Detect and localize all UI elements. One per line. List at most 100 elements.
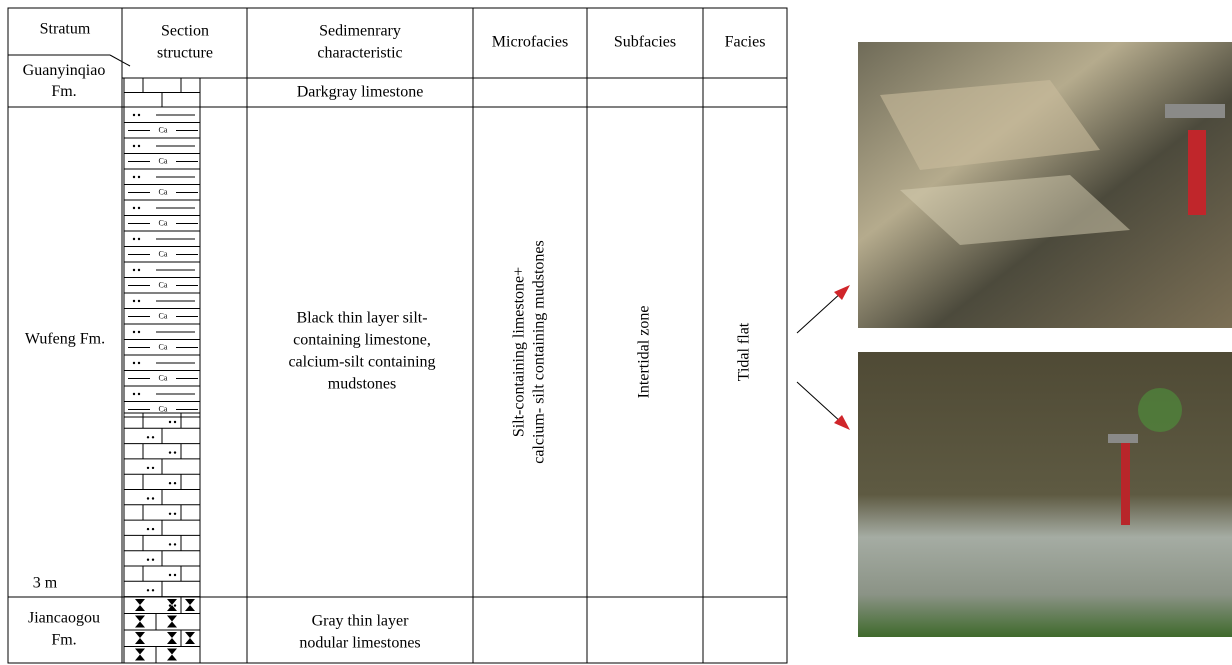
pattern-nodule xyxy=(135,599,145,611)
pattern-dot xyxy=(132,330,136,334)
stratum-cell: Wufeng Fm. xyxy=(25,331,105,348)
sedimentary-cell: containing limestone, xyxy=(293,332,431,349)
pattern-dot xyxy=(168,573,172,577)
pattern-label: Ca xyxy=(159,280,168,289)
hammer xyxy=(1165,104,1225,118)
pattern-dot xyxy=(132,113,136,117)
pattern-label: Ca xyxy=(159,218,168,227)
photo-top xyxy=(858,42,1232,328)
header-cell: Microfacies xyxy=(492,34,568,51)
pattern-dot xyxy=(173,420,177,424)
arrows xyxy=(796,285,850,430)
header-cell: Sedimenrary xyxy=(319,23,401,40)
pattern-dot xyxy=(146,436,150,439)
pattern-dot xyxy=(132,299,136,303)
pattern-dot xyxy=(137,237,141,241)
pattern-dot xyxy=(132,237,136,241)
pattern-dot xyxy=(137,361,141,365)
pattern-dot xyxy=(132,392,136,396)
pattern-dot xyxy=(146,527,150,531)
stratum-cell: Guanyinqiao xyxy=(23,62,106,79)
pattern-dot xyxy=(173,604,177,607)
pattern-dot xyxy=(168,512,172,515)
pattern-dot xyxy=(173,512,177,515)
pattern-dot xyxy=(137,392,141,396)
rotated-cell: Intertidal zone xyxy=(636,306,653,399)
pattern-nodule xyxy=(167,599,177,611)
rock xyxy=(880,80,1100,170)
section-pattern: Ca Ca Ca Ca Ca Ca Ca Ca Ca Ca xyxy=(124,77,200,663)
pattern-dot xyxy=(132,206,136,210)
arrow xyxy=(796,381,843,424)
rotated-cell: calcium- silt containing mudstones xyxy=(531,240,548,464)
plant xyxy=(1138,388,1182,432)
hammer xyxy=(1108,434,1138,443)
pattern-nodule xyxy=(185,632,195,644)
pattern-label: Ca xyxy=(159,404,168,413)
diagonal xyxy=(109,54,131,67)
pattern-nodule xyxy=(135,615,145,628)
pattern-dot xyxy=(151,589,155,592)
pattern-dot xyxy=(137,268,141,272)
pattern-nodule xyxy=(135,632,145,644)
pattern-dot xyxy=(146,589,150,592)
pattern-nodule xyxy=(167,615,177,628)
sedimentary-cell: nodular limestones xyxy=(299,635,420,652)
pattern-label: Ca xyxy=(159,249,168,258)
pattern-dot xyxy=(137,299,141,303)
photo xyxy=(858,352,1232,637)
pattern-dot xyxy=(151,466,155,470)
table-border xyxy=(7,7,788,664)
pattern-dot xyxy=(146,558,150,561)
header-cell: characteristic xyxy=(317,45,402,62)
pattern-dot xyxy=(168,451,172,454)
header-cell: structure xyxy=(157,45,213,62)
pattern-dot xyxy=(146,466,150,470)
photo-bottom xyxy=(858,352,1232,637)
pattern-label: Ca xyxy=(159,156,168,165)
pattern-dot xyxy=(168,604,172,607)
pattern-nodule xyxy=(185,599,195,611)
pattern-label: Ca xyxy=(159,311,168,320)
pattern-dot xyxy=(137,330,141,334)
pattern-dot xyxy=(173,543,177,546)
pattern-dot xyxy=(168,420,172,424)
arrow xyxy=(796,291,843,334)
hammer xyxy=(1121,443,1130,525)
pattern-dot xyxy=(146,497,150,500)
pattern-dot xyxy=(132,268,136,272)
stratum-cell: Fm. xyxy=(51,632,76,649)
pattern-dot xyxy=(137,206,141,210)
pattern-dot xyxy=(151,497,155,500)
pattern-label: Ca xyxy=(159,373,168,382)
pattern-dot xyxy=(132,361,136,365)
pattern-dot xyxy=(132,144,136,148)
table-text: Stratum Section structure Sedimenrary charac… xyxy=(23,21,766,652)
header-cell: Stratum xyxy=(40,21,91,38)
pattern-dot xyxy=(168,543,172,546)
pattern-dot xyxy=(151,436,155,439)
sedimentary-cell: calcium-silt containing xyxy=(288,354,435,371)
pattern-dot xyxy=(137,144,141,148)
sedimentary-cell: Darkgray limestone xyxy=(297,84,424,101)
header-cell: Facies xyxy=(725,34,766,51)
pattern-nodule xyxy=(167,648,177,661)
stratum-cell: Jiancaogou xyxy=(28,610,100,627)
pattern-nodule xyxy=(167,632,177,644)
sedimentary-cell: mudstones xyxy=(328,376,396,393)
rotated-cell: Silt-containing limestone+ xyxy=(511,267,528,437)
sedimentary-cell: Black thin layer silt- xyxy=(296,310,427,327)
pattern-label: Ca xyxy=(159,187,168,196)
arrow-head xyxy=(834,285,850,300)
header-cell: Subfacies xyxy=(614,34,676,51)
pattern-dot xyxy=(151,558,155,561)
pattern-label: Ca xyxy=(159,125,168,134)
hammer xyxy=(1188,130,1206,215)
pattern-dot xyxy=(173,451,177,454)
rock xyxy=(900,175,1130,245)
header-cell: Section xyxy=(161,23,209,40)
pattern-dot xyxy=(173,482,177,485)
stratum-cell: Fm. xyxy=(51,83,76,100)
